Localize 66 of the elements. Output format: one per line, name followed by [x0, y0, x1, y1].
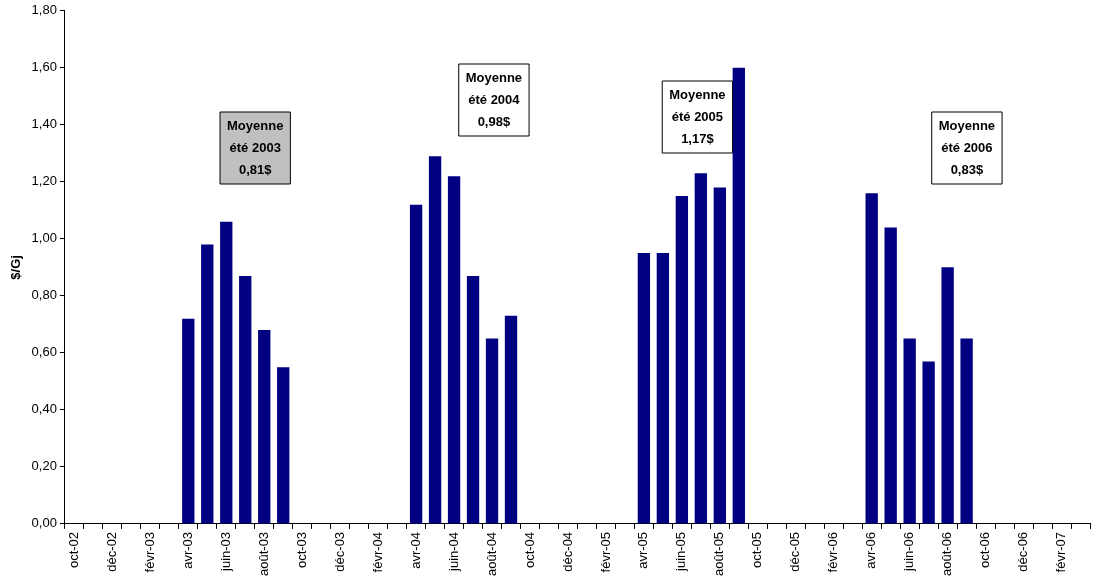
x-tick-label: févr-04: [369, 531, 385, 573]
bar: [941, 267, 954, 524]
bar: [960, 338, 973, 524]
x-tick-label: avr-04: [407, 531, 423, 569]
bar: [447, 176, 461, 524]
x-tick-label: déc-03: [331, 531, 347, 572]
annotation: Moyenne été 2004 0,98$: [465, 69, 523, 129]
x-tick-label: avr-05: [635, 531, 651, 569]
y-tick-label: 0,80: [31, 287, 57, 303]
x-tick-label: août-05: [711, 531, 727, 576]
x-tick-label: févr-07: [1053, 531, 1069, 573]
bar: [258, 330, 271, 524]
x-tick-label: juin-06: [901, 531, 917, 572]
bar: [884, 227, 897, 524]
x-tick-label: déc-05: [787, 531, 803, 572]
annotation: Moyenne été 2005 1,17$: [669, 86, 726, 146]
bar: [485, 338, 499, 524]
x-tick-label: oct-05: [749, 531, 765, 569]
bar: [201, 244, 214, 524]
bar: [182, 318, 195, 524]
x-tick-label: août-03: [255, 531, 271, 576]
bar: [220, 221, 233, 524]
x-tick-label: févr-03: [141, 531, 157, 573]
y-axis-title: $/Gj: [8, 255, 24, 280]
annotation: Moyenne été 2003 0,81$: [227, 117, 284, 177]
bar: [732, 67, 745, 524]
x-tick-label: févr-05: [597, 531, 613, 573]
x-tick-label: avr-06: [863, 531, 879, 569]
bar: [428, 156, 442, 524]
y-tick-label: 1,40: [31, 116, 57, 132]
bar: [865, 193, 878, 524]
x-tick-label: févr-06: [825, 531, 841, 573]
y-tick-label: 1,80: [31, 2, 57, 18]
x-tick-label: juin-03: [217, 531, 233, 572]
x-tick-label: août-04: [483, 531, 499, 576]
bar: [656, 253, 670, 524]
bar: [504, 315, 518, 524]
y-tick-label: 0,00: [31, 515, 57, 531]
bar: [239, 275, 252, 524]
x-tick-label: oct-02: [65, 531, 81, 569]
x-tick-label: déc-04: [559, 531, 575, 572]
bar: [713, 187, 726, 524]
y-tick-label: 1,60: [31, 59, 57, 75]
x-tick-label: oct-06: [977, 531, 993, 569]
y-tick-label: 0,20: [31, 458, 57, 474]
y-tick-label: 1,20: [31, 173, 57, 189]
x-tick-label: avr-03: [179, 531, 195, 569]
bar: [466, 275, 480, 524]
x-tick-label: déc-06: [1015, 531, 1031, 572]
bar: [694, 173, 708, 524]
bar: [409, 204, 423, 524]
bar: [277, 367, 290, 524]
x-tick-label: oct-03: [293, 531, 309, 569]
annotation: Moyenne été 2006 0,83$: [938, 117, 996, 177]
y-tick-label: 0,40: [31, 401, 57, 417]
x-tick-label: oct-04: [521, 531, 537, 569]
x-tick-label: juin-04: [445, 531, 461, 572]
bar: [675, 196, 689, 524]
x-tick-label: août-06: [939, 531, 955, 576]
x-tick-label: déc-02: [103, 531, 119, 572]
bar: [903, 338, 916, 524]
bar: [922, 361, 935, 524]
y-tick-label: 0,60: [31, 344, 57, 360]
bar: [637, 253, 651, 524]
y-tick-label: 1,00: [31, 230, 57, 246]
x-tick-label: juin-05: [673, 531, 689, 572]
